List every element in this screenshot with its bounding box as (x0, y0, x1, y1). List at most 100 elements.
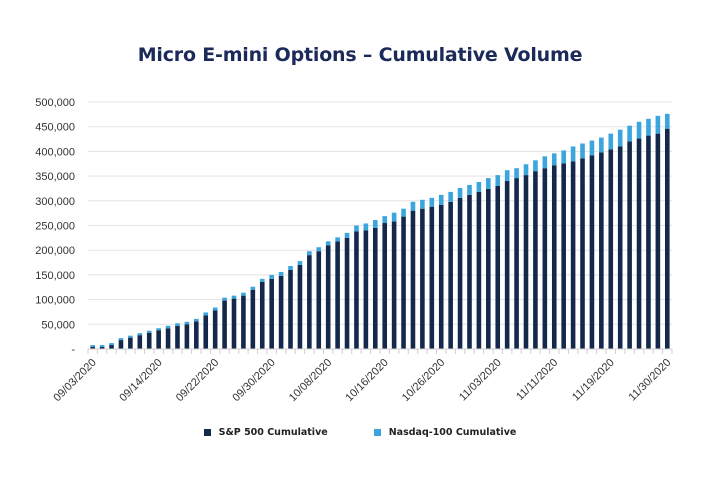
x-tick-label: 11/30/2020 (627, 357, 674, 404)
legend-label-nasdaq100: Nasdaq-100 Cumulative (388, 427, 517, 438)
bar-sp500 (90, 347, 96, 349)
bar-nasdaq100 (297, 261, 303, 266)
bar-nasdaq100 (316, 247, 322, 252)
bar-sp500 (184, 324, 190, 349)
bar-sp500 (438, 204, 444, 349)
bar-nasdaq100 (203, 312, 209, 316)
bar-nasdaq100 (580, 143, 585, 159)
legend-item-nasdaq100: Nasdaq-100 Cumulative (373, 427, 517, 438)
bar-sp500 (570, 161, 576, 349)
bar-nasdaq100 (344, 232, 350, 238)
bar-nasdaq100 (420, 199, 425, 209)
x-tick-label: 11/11/2020 (514, 357, 560, 403)
x-tick-label: 11/03/2020 (457, 357, 504, 404)
bar-nasdaq100 (99, 345, 105, 348)
y-tick-label: 50,000 (41, 319, 75, 331)
bar-nasdaq100 (382, 216, 388, 224)
bar-sp500 (382, 223, 388, 349)
bar-nasdaq100 (278, 271, 284, 276)
bar-sp500 (109, 345, 114, 349)
bar-sp500 (99, 347, 105, 349)
bar-sp500 (599, 152, 604, 349)
bar-sp500 (514, 178, 519, 349)
bar-nasdaq100 (250, 286, 256, 290)
bar-sp500 (175, 325, 180, 349)
bar-nasdaq100 (608, 133, 614, 150)
bar-sp500 (146, 332, 152, 349)
bars (90, 113, 670, 349)
bar-nasdaq100 (231, 295, 237, 299)
x-tick-label: 10/26/2020 (400, 357, 447, 404)
x-tick-label: 10/08/2020 (287, 357, 334, 404)
bar-sp500 (533, 171, 538, 349)
bar-nasdaq100 (128, 335, 133, 338)
bar-sp500 (664, 128, 670, 349)
legend: S&P 500 Cumulative Nasdaq-100 Cumulative (0, 427, 720, 438)
bar-nasdaq100 (325, 241, 331, 246)
bar-nasdaq100 (636, 121, 642, 139)
bar-nasdaq100 (599, 137, 604, 153)
bar-sp500 (617, 146, 623, 349)
bar-sp500 (561, 163, 566, 349)
y-tick-label: 500,000 (35, 97, 75, 109)
bar-sp500 (457, 197, 463, 349)
bar-sp500 (354, 231, 359, 349)
bar-nasdaq100 (646, 118, 651, 136)
bar-nasdaq100 (118, 338, 124, 341)
bar-nasdaq100 (222, 297, 227, 301)
bar-sp500 (420, 208, 425, 349)
bar-sp500 (194, 321, 199, 349)
bar-nasdaq100 (335, 237, 340, 242)
bar-nasdaq100 (156, 328, 161, 331)
bar-nasdaq100 (627, 125, 632, 142)
bar-sp500 (241, 295, 246, 349)
bar-nasdaq100 (561, 150, 566, 164)
bar-sp500 (504, 181, 510, 349)
bar-sp500 (401, 216, 406, 349)
x-tick-label: 11/19/2020 (570, 357, 617, 404)
bar-nasdaq100 (504, 170, 510, 182)
bar-sp500 (391, 221, 397, 349)
bar-nasdaq100 (354, 225, 359, 232)
bar-sp500 (448, 201, 453, 349)
bar-nasdaq100 (259, 278, 265, 282)
bar-sp500 (523, 175, 529, 349)
bar-nasdaq100 (514, 168, 519, 179)
y-tick-label: 100,000 (35, 295, 75, 307)
bar-sp500 (363, 230, 369, 349)
bar-sp500 (128, 337, 133, 349)
bar-sp500 (636, 138, 642, 349)
bar-sp500 (580, 158, 585, 349)
y-tick-label: - (71, 344, 75, 356)
bar-sp500 (259, 281, 265, 349)
bar-sp500 (551, 165, 557, 349)
bar-sp500 (476, 191, 482, 349)
y-tick-label: 350,000 (35, 171, 75, 183)
bar-sp500 (589, 155, 595, 349)
legend-item-sp500: S&P 500 Cumulative (203, 427, 328, 438)
legend-swatch-nasdaq100 (373, 429, 381, 436)
bar-nasdaq100 (551, 153, 557, 166)
bar-nasdaq100 (109, 343, 114, 346)
bar-nasdaq100 (570, 146, 576, 162)
x-axis: 09/03/2020 09/14/2020 09/22/2020 09/30/2020… (51, 348, 674, 404)
bar-nasdaq100 (194, 318, 199, 322)
legend-swatch-sp500 (203, 429, 211, 436)
bar-nasdaq100 (212, 307, 218, 311)
bar-sp500 (495, 185, 501, 349)
bar-sp500 (297, 265, 303, 349)
bar-sp500 (372, 227, 378, 349)
bar-sp500 (250, 289, 256, 349)
bar-sp500 (486, 188, 491, 349)
bar-nasdaq100 (288, 266, 293, 270)
bar-sp500 (344, 237, 350, 349)
bar-sp500 (118, 340, 124, 349)
bar-sp500 (288, 269, 293, 349)
y-tick-label: 200,000 (35, 245, 75, 257)
bar-nasdaq100 (655, 115, 661, 134)
bar-nasdaq100 (175, 323, 180, 326)
bar-sp500 (269, 278, 274, 349)
bar-nasdaq100 (241, 292, 246, 296)
bar-nasdaq100 (495, 175, 501, 186)
